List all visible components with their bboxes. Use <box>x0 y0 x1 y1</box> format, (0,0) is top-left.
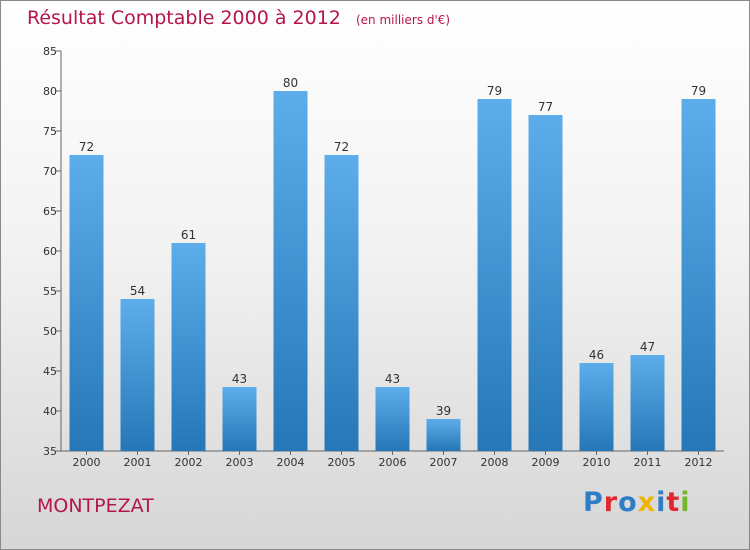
y-tick-label: 45 <box>43 365 57 378</box>
bar-value-label: 79 <box>487 84 502 98</box>
logo-letter: x <box>637 487 657 518</box>
bar <box>222 387 257 451</box>
x-tick-label: 2002 <box>175 456 203 469</box>
bar-value-label: 47 <box>640 340 655 354</box>
bar <box>273 91 308 451</box>
commune-name: MONTPEZAT <box>37 495 154 517</box>
chart-subtitle: (en milliers d'€) <box>355 13 451 27</box>
bar <box>681 99 716 451</box>
bar <box>630 355 665 451</box>
bar-value-label: 72 <box>79 140 94 154</box>
bar <box>528 115 563 451</box>
logo-letter: o <box>618 487 638 518</box>
bar-value-label: 80 <box>283 76 298 90</box>
x-tick-label: 2012 <box>685 456 713 469</box>
bar-value-label: 79 <box>691 84 706 98</box>
y-tick-label: 75 <box>43 125 57 138</box>
x-tick-label: 2004 <box>277 456 305 469</box>
y-tick-label: 65 <box>43 205 57 218</box>
y-tick-label: 35 <box>43 445 57 458</box>
x-tick-label: 2005 <box>328 456 356 469</box>
bars <box>69 91 716 451</box>
x-tick-label: 2001 <box>124 456 152 469</box>
chart-title-line: Résultat Comptable 2000 à 2012 (en milli… <box>27 7 450 29</box>
proxiti-logo: Proxiti <box>583 487 691 518</box>
y-tick-label: 85 <box>43 45 57 58</box>
bar-value-label: 46 <box>589 348 604 362</box>
logo-letter: P <box>583 487 604 518</box>
bar-value-label: 61 <box>181 228 196 242</box>
x-tick-label: 2000 <box>73 456 101 469</box>
bar <box>477 99 512 451</box>
bar <box>120 299 155 451</box>
y-tick-label: 40 <box>43 405 57 418</box>
bar <box>69 155 104 451</box>
bar <box>579 363 614 451</box>
logo-letter: r <box>603 487 619 518</box>
labels: 72 2000 54 2001 61 2002 43 2003 80 2004 72 2005 43 20… <box>73 76 713 469</box>
bar <box>171 243 206 451</box>
logo-letter: t <box>666 487 681 518</box>
bar-value-label: 72 <box>334 140 349 154</box>
bar <box>324 155 359 451</box>
y-tick-label: 80 <box>43 85 57 98</box>
logo-letter: i <box>680 487 691 518</box>
x-tick-label: 2003 <box>226 456 254 469</box>
x-tick-label: 2009 <box>532 456 560 469</box>
bar-value-label: 54 <box>130 284 145 298</box>
logo-letter: i <box>656 487 667 518</box>
bar-value-label: 43 <box>385 372 400 386</box>
y-tick-label: 55 <box>43 285 57 298</box>
x-tick-label: 2008 <box>481 456 509 469</box>
x-tick-label: 2010 <box>583 456 611 469</box>
bar-value-label: 77 <box>538 100 553 114</box>
x-tick-label: 2011 <box>634 456 662 469</box>
x-tick-label: 2006 <box>379 456 407 469</box>
y-tick-label: 60 <box>43 245 57 258</box>
y-tick-label: 70 <box>43 165 57 178</box>
x-tick-label: 2007 <box>430 456 458 469</box>
bar-value-label: 43 <box>232 372 247 386</box>
bar <box>375 387 410 451</box>
y-tick-label: 50 <box>43 325 57 338</box>
chart-title: Résultat Comptable 2000 à 2012 <box>27 7 341 29</box>
bar <box>426 419 461 451</box>
bar-value-label: 39 <box>436 404 451 418</box>
